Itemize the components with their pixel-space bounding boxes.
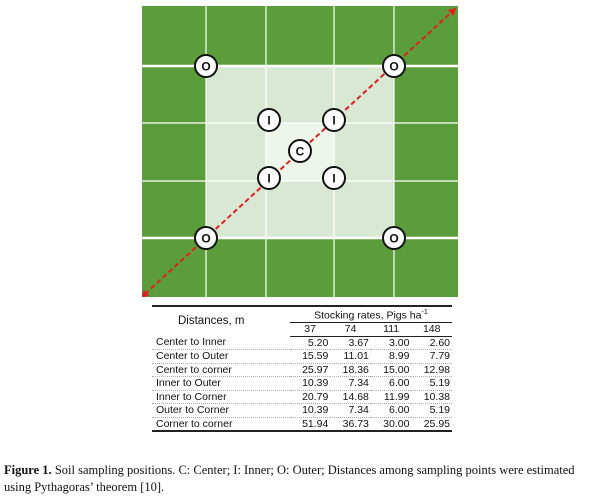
marker-inner-bottom-left: I (257, 166, 281, 190)
distance-value: 3.00 (370, 336, 412, 350)
table-header-row: Distances, m Stocking rates, Pigs ha-1 (152, 306, 452, 327)
distance-value: 25.97 (289, 363, 331, 377)
distance-value: 14.68 (330, 390, 371, 404)
distance-value: 10.38 (411, 390, 452, 404)
distance-value: 5.20 (289, 336, 331, 350)
row-label: Center to Inner (152, 336, 290, 350)
stocking-rates-superscript: -1 (421, 309, 428, 316)
rate-header: 74 (330, 322, 371, 337)
distance-value: 51.94 (289, 417, 331, 432)
row-label: Inner to Corner (152, 390, 290, 404)
distance-value: 2.60 (411, 336, 452, 350)
table-row: Outer to Corner 10.39 7.34 6.00 5.19 (152, 403, 452, 418)
row-label: Center to Outer (152, 349, 290, 364)
rate-header: 148 (411, 322, 452, 337)
table-header-distances: Distances, m (178, 315, 245, 328)
distance-value: 7.34 (330, 403, 371, 418)
distance-value: 10.39 (289, 403, 331, 418)
sampling-diagram: O O O O I I I I (142, 6, 458, 297)
distance-value: 8.99 (370, 349, 412, 364)
distance-value: 6.00 (370, 403, 412, 418)
marker-center: C (288, 139, 312, 163)
distance-value: 36.73 (330, 417, 371, 432)
distance-value: 11.99 (370, 390, 412, 404)
distance-value: 10.39 (289, 376, 331, 391)
distance-value: 7.79 (411, 349, 452, 364)
caption-label: Figure 1. (4, 463, 52, 477)
row-label: Corner to corner (152, 417, 290, 432)
rate-header: 37 (289, 322, 331, 337)
distance-value: 6.00 (370, 376, 412, 391)
row-label: Outer to Corner (152, 403, 290, 418)
marker-label: C (296, 145, 305, 159)
marker-label: O (201, 60, 210, 74)
table-row: Center to corner 25.97 18.36 15.00 12.98 (152, 363, 452, 377)
distance-value: 5.19 (411, 376, 452, 391)
stocking-rates-label: Stocking rates, Pigs ha (314, 309, 422, 322)
rate-header: 111 (370, 322, 412, 337)
table-row: Inner to Outer 10.39 7.34 6.00 5.19 (152, 376, 452, 391)
table-row: Center to Inner 5.20 3.67 3.00 2.60 (152, 336, 452, 350)
distance-value: 18.36 (330, 363, 371, 377)
distance-value: 20.79 (289, 390, 331, 404)
marker-label: I (267, 114, 270, 128)
distance-value: 30.00 (370, 417, 412, 432)
marker-label: O (201, 232, 210, 246)
table-body: Center to Inner 5.20 3.67 3.00 2.60 Center to… (152, 336, 452, 432)
distances-table-container: Distances, m Stocking rates, Pigs ha-1 3… (152, 305, 452, 432)
marker-outer-bottom-left: O (194, 226, 218, 250)
distance-value: 12.98 (411, 363, 452, 377)
marker-outer-bottom-right: O (382, 226, 406, 250)
table-row: Corner to corner 51.94 36.73 30.00 25.95 (152, 417, 452, 432)
distance-value: 3.67 (330, 336, 371, 350)
row-label: Center to corner (152, 363, 290, 377)
distance-value: 11.01 (330, 349, 371, 364)
marker-label: I (267, 172, 270, 186)
marker-label: O (389, 60, 398, 74)
caption-text: Soil sampling positions. C: Center; I: I… (4, 463, 575, 494)
marker-outer-top-left: O (194, 54, 218, 78)
marker-label: O (389, 232, 398, 246)
marker-label: I (332, 172, 335, 186)
table-row: Center to Outer 15.59 11.01 8.99 7.79 (152, 349, 452, 364)
table-header-stocking-rates: Stocking rates, Pigs ha-1 (289, 306, 452, 323)
distance-value: 7.34 (330, 376, 371, 391)
sampling-grid-svg: O O O O I I I I (142, 6, 458, 297)
row-label: Inner to Outer (152, 376, 290, 391)
marker-outer-top-right: O (382, 54, 406, 78)
marker-inner-top-left: I (257, 108, 281, 132)
distance-value: 5.19 (411, 403, 452, 418)
marker-inner-top-right: I (322, 108, 346, 132)
figure-caption: Figure 1. Soil sampling positions. C: Ce… (4, 462, 596, 496)
marker-inner-bottom-right: I (322, 166, 346, 190)
distances-table: Distances, m Stocking rates, Pigs ha-1 3… (152, 305, 452, 432)
table-subheader-row: 37 74 111 148 (152, 322, 452, 337)
marker-label: I (332, 114, 335, 128)
distance-value: 15.59 (289, 349, 331, 364)
distance-value: 15.00 (370, 363, 412, 377)
distance-value: 25.95 (411, 417, 452, 432)
table-row: Inner to Corner 20.79 14.68 11.99 10.38 (152, 390, 452, 404)
